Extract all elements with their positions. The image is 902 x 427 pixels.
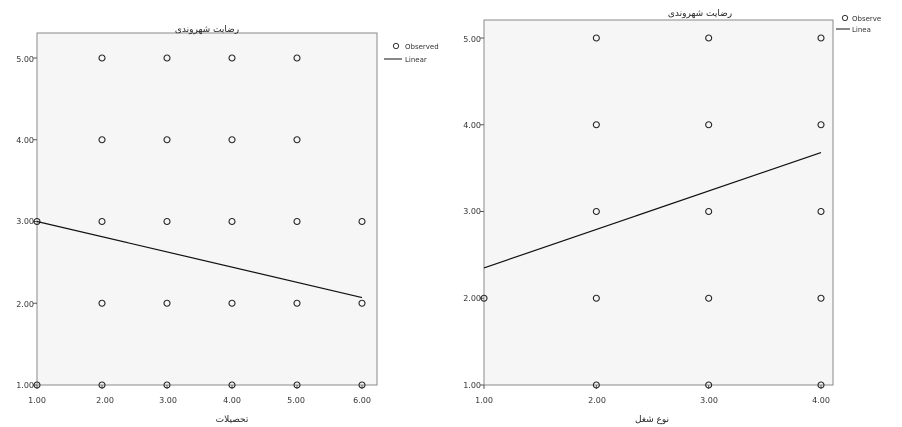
x-tick-label: 2.00 bbox=[96, 396, 114, 405]
y-tick-label: 1.00 bbox=[16, 381, 34, 390]
x-tick-label: 3.00 bbox=[159, 396, 177, 405]
x-tick-label: 2.00 bbox=[588, 396, 606, 405]
data-point bbox=[705, 207, 713, 216]
data-point bbox=[705, 381, 713, 389]
legend-right: Observe Linea bbox=[836, 14, 881, 34]
x-tick-label: 3.00 bbox=[700, 396, 718, 405]
y-tick-label: 2.00 bbox=[463, 294, 481, 303]
x-axis-title-right: نوع شغل bbox=[635, 415, 669, 425]
data-point bbox=[98, 381, 106, 389]
data-point bbox=[228, 217, 236, 226]
data-point bbox=[817, 294, 825, 302]
data-point bbox=[33, 217, 41, 226]
x-tick-label: 6.00 bbox=[353, 396, 371, 405]
x-ticks-left: 1.00 2.00 3.00 4.00 5.00 6.00 bbox=[28, 396, 371, 405]
data-point bbox=[98, 136, 106, 144]
data-point bbox=[98, 299, 106, 307]
y-tick-label: 5.00 bbox=[16, 55, 34, 64]
plot-area-right bbox=[483, 19, 834, 386]
data-point bbox=[228, 54, 236, 62]
x-tick-label: 4.00 bbox=[223, 396, 241, 405]
y-tick-label: 5.00 bbox=[463, 35, 481, 44]
fit-line bbox=[483, 151, 822, 269]
data-point bbox=[358, 381, 366, 389]
x-axis-title-left: تحصیلات bbox=[216, 415, 249, 425]
data-point bbox=[163, 299, 171, 307]
y-ticks-right: 1.00 2.00 3.00 4.00 5.00 bbox=[463, 35, 481, 390]
data-point bbox=[358, 299, 366, 307]
data-point bbox=[293, 217, 301, 226]
data-point bbox=[705, 294, 713, 302]
y-tick-label: 3.00 bbox=[463, 207, 481, 216]
y-tick-label: 2.00 bbox=[16, 300, 34, 309]
data-point bbox=[592, 34, 600, 42]
legend-label-observed: Observed bbox=[405, 43, 439, 51]
data-point bbox=[705, 34, 713, 42]
data-point bbox=[293, 136, 301, 144]
data-point bbox=[592, 207, 600, 216]
data-point bbox=[480, 294, 488, 302]
data-point bbox=[228, 299, 236, 307]
y-tick-label: 1.00 bbox=[463, 381, 481, 390]
data-point bbox=[705, 121, 713, 129]
data-point bbox=[817, 121, 825, 129]
y-tick-label: 3.00 bbox=[16, 217, 34, 226]
y-tick-label: 4.00 bbox=[463, 121, 481, 130]
marks-left bbox=[33, 54, 366, 389]
chart-title-right: رضایت شهروندی bbox=[668, 9, 732, 19]
legend-label-observed: Observe bbox=[852, 15, 881, 23]
legend-label-linear: Linear bbox=[405, 56, 427, 64]
legend-marker-observed bbox=[841, 14, 849, 22]
x-ticks-right: 1.00 2.00 3.00 4.00 bbox=[475, 396, 830, 405]
data-point bbox=[98, 54, 106, 62]
data-point bbox=[592, 121, 600, 129]
plot-area-left bbox=[36, 32, 378, 386]
data-point bbox=[228, 136, 236, 144]
data-point bbox=[293, 381, 301, 389]
data-point bbox=[228, 381, 236, 389]
data-point bbox=[163, 217, 171, 226]
fit-line bbox=[36, 220, 363, 299]
y-tick-label: 4.00 bbox=[16, 136, 34, 145]
data-point bbox=[163, 54, 171, 62]
chart-right: رضایت شهروندی نوع شغل 1.00 2.00 3.00 4.0… bbox=[463, 9, 881, 425]
data-point bbox=[163, 136, 171, 144]
chart-left: رضایت شهروندی تحصیلات 1.00 2.00 3.00 4.0… bbox=[16, 25, 439, 425]
y-ticks-left: 1.00 2.00 3.00 4.00 5.00 bbox=[16, 55, 34, 390]
x-tick-label: 4.00 bbox=[812, 396, 830, 405]
legend-marker-observed bbox=[392, 42, 400, 50]
data-point bbox=[817, 207, 825, 216]
marks-right bbox=[480, 34, 825, 389]
data-point bbox=[358, 217, 366, 226]
data-point bbox=[293, 54, 301, 62]
data-point bbox=[293, 299, 301, 307]
data-point bbox=[98, 217, 106, 226]
data-point bbox=[33, 381, 41, 389]
data-point bbox=[592, 381, 600, 389]
chart-title-left: رضایت شهروندی bbox=[175, 25, 239, 35]
data-point bbox=[592, 294, 600, 302]
legend-left: Observed Linear bbox=[384, 42, 439, 64]
data-point bbox=[817, 34, 825, 42]
x-tick-label: 5.00 bbox=[287, 396, 305, 405]
x-tick-label: 1.00 bbox=[475, 396, 493, 405]
data-point bbox=[163, 381, 171, 389]
data-point bbox=[817, 381, 825, 389]
legend-label-linear: Linea bbox=[852, 26, 871, 34]
x-tick-label: 1.00 bbox=[28, 396, 46, 405]
